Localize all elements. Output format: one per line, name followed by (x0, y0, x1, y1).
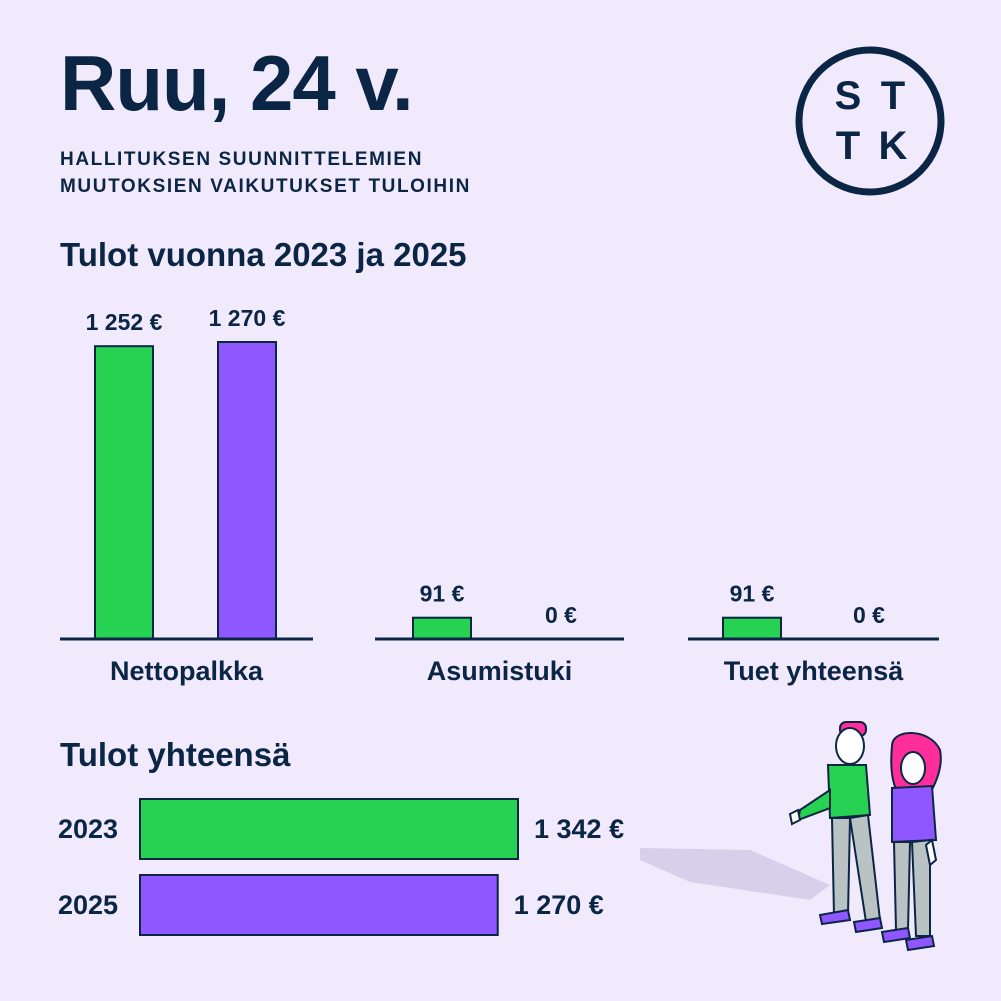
subtitle-line-1: HALLITUKSEN SUUNNITTELEMIEN (60, 149, 424, 170)
page-subtitle: HALLITUKSEN SUUNNITTELEMIEN MUUTOKSIEN V… (60, 146, 471, 200)
sttk-logo: S T T K (795, 46, 945, 196)
people-illustration (640, 721, 942, 952)
total-value-label-0: 1 342 € (534, 814, 624, 844)
total-bar-0 (139, 798, 519, 860)
bar-value-label-1-1: 0 € (545, 602, 577, 628)
bar-value-label-2-0: 91 € (730, 581, 775, 607)
bar-2-0 (722, 616, 782, 640)
group-label-0: Nettopalkka (110, 656, 264, 686)
bar-0-0 (94, 345, 154, 640)
group-label-1: Asumistuki (427, 656, 573, 686)
logo-letter-k: K (878, 124, 908, 168)
total-value-label-1: 1 270 € (514, 890, 604, 920)
total-year-label-0: 2023 (58, 814, 118, 844)
logo-letter-t-top: T (880, 74, 906, 118)
page-title: Ruu, 24 v. (60, 39, 414, 127)
bar-0-1 (217, 341, 277, 640)
subtitle-line-2: MUUTOKSIEN VAIKUTUKSET TULOIHIN (60, 176, 471, 197)
bar-chart-title: Tulot vuonna 2023 ja 2025 (60, 236, 467, 273)
bar-1-0 (412, 616, 472, 640)
woman-figure (880, 732, 942, 952)
total-year-label-1: 2025 (58, 890, 118, 920)
total-chart-title: Tulot yhteensä (60, 736, 291, 773)
logo-letter-t-bottom: T (835, 124, 861, 168)
bar-value-label-0-0: 1 252 € (86, 309, 163, 335)
bar-value-label-0-1: 1 270 € (209, 305, 286, 331)
bar-value-label-2-1: 0 € (853, 602, 885, 628)
logo-circle (795, 46, 945, 196)
bar-value-label-1-0: 91 € (420, 581, 465, 607)
logo-letter-s: S (834, 74, 862, 118)
group-label-2: Tuet yhteensä (724, 656, 905, 686)
man-figure (788, 721, 884, 934)
total-bar-1 (139, 874, 499, 936)
